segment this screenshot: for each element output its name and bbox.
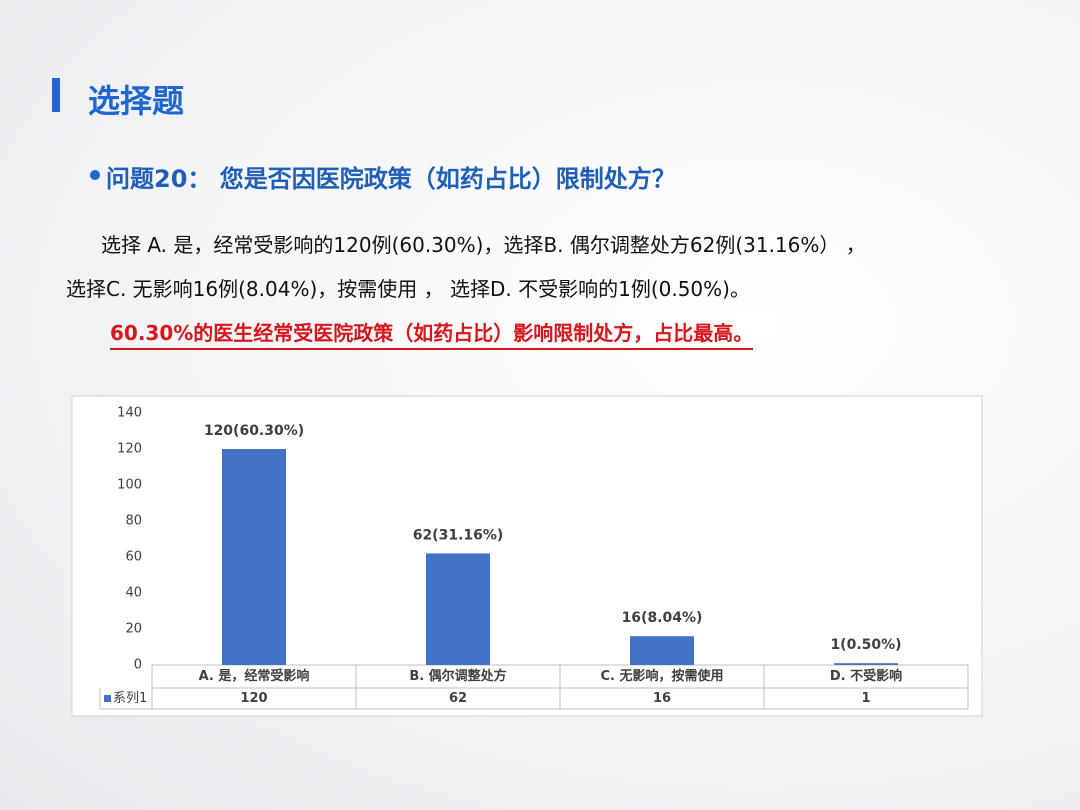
conclusion: 60.30%的医生经常受医院政策（如药占比）影响限制处方，占比最高。 [110, 317, 754, 350]
x-tick-label: B. 偶尔调整处方 [409, 668, 506, 684]
data-label: 120(60.30%) [204, 423, 304, 439]
x-tick-label: D. 不受影响 [830, 668, 902, 684]
bar [834, 663, 898, 665]
legend-swatch [104, 695, 111, 702]
y-tick-label: 80 [125, 514, 142, 529]
question: 问题20： 您是否因医院政策（如药占比）限制处方？ [106, 165, 676, 193]
table-value: 120 [240, 691, 267, 706]
x-tick-label: C. 无影响，按需使用 [600, 668, 723, 684]
bar [630, 636, 694, 665]
bullet [90, 170, 100, 180]
y-tick-label: 140 [117, 406, 142, 421]
y-tick-label: 20 [125, 622, 142, 637]
chart-frame [71, 395, 983, 717]
y-tick-label: 40 [125, 586, 142, 601]
paragraph-line: 选择C. 无影响16例(8.04%)，按需使用 ， 选择D. 不受影响的1例(0… [66, 277, 750, 301]
data-label: 1(0.50%) [830, 637, 901, 653]
y-tick-label: 100 [117, 478, 142, 493]
bar [222, 449, 286, 665]
table-value: 1 [861, 691, 870, 706]
y-tick-label: 0 [134, 658, 142, 673]
data-label: 16(8.04%) [622, 610, 703, 626]
x-tick-label: A. 是，经常受影响 [199, 668, 310, 684]
paragraph-line: 选择 A. 是，经常受影响的120例(60.30%)，选择B. 偶尔调整处方62… [101, 233, 866, 257]
title-marker [52, 78, 60, 112]
table-value: 16 [653, 691, 671, 706]
legend-label: 系列1 [113, 691, 147, 706]
y-tick-label: 60 [125, 550, 142, 565]
bar [426, 553, 490, 665]
table-value: 62 [449, 691, 467, 706]
data-label: 62(31.16%) [413, 527, 504, 543]
y-tick-label: 120 [117, 442, 142, 457]
slide-title: 选择题 [88, 82, 185, 120]
